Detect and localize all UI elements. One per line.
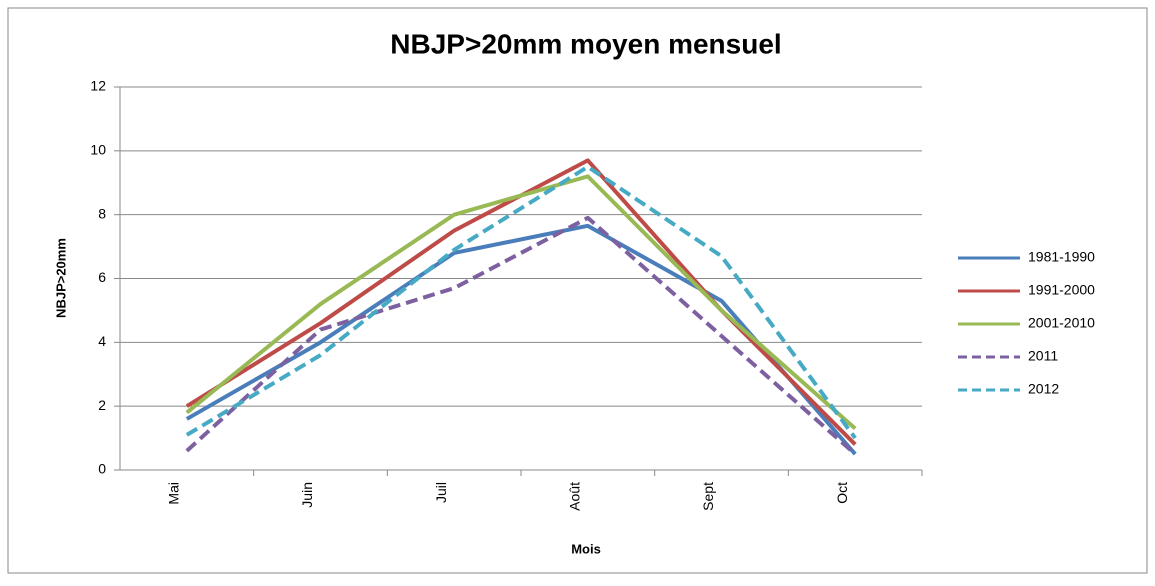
y-tick-label: 2 [98, 397, 106, 413]
y-tick-label: 6 [98, 269, 106, 285]
x-tick-label: Juin [299, 482, 315, 508]
x-tick-label: Mai [166, 482, 182, 505]
y-tick-label: 4 [98, 333, 106, 349]
series-line [185, 164, 857, 440]
series-line [185, 215, 857, 456]
legend-label: 1991-2000 [1028, 282, 1095, 298]
x-axis-label: Mois [571, 541, 601, 556]
series-line [185, 223, 857, 456]
y-tick-label: 0 [98, 461, 106, 477]
x-tick-label: Oct [834, 482, 850, 504]
legend-label: 2012 [1028, 381, 1059, 397]
chart-border [7, 7, 1148, 574]
x-tick-label: Sept [700, 482, 716, 511]
legend-label: 2001-2010 [1028, 315, 1095, 331]
y-tick-label: 10 [90, 142, 106, 158]
y-tick-label: 8 [98, 205, 106, 221]
chart-title: NBJP>20mm moyen mensuel [390, 28, 781, 59]
x-tick-label: Juil [433, 482, 449, 503]
y-axis-label: NBJP>20mm [53, 238, 68, 318]
legend-label: 2011 [1028, 348, 1058, 364]
y-tick-label: 12 [90, 78, 106, 94]
legend-label: 1981-1990 [1028, 249, 1095, 265]
series-line [185, 174, 857, 431]
x-tick-label: Août [567, 482, 583, 511]
